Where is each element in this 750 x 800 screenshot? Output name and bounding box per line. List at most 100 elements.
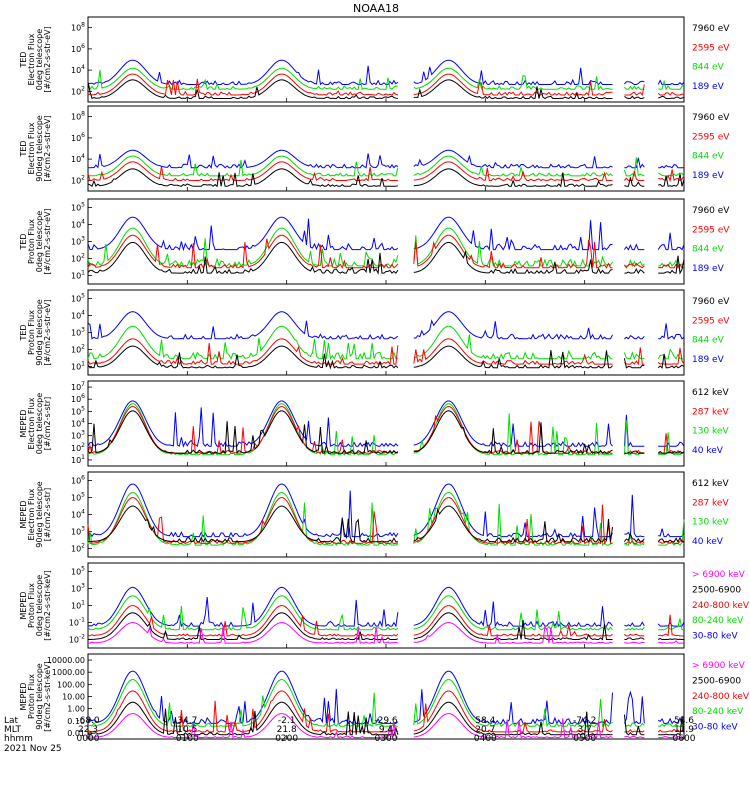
series-line: [87, 345, 685, 370]
legend-entry: > 6900 keV: [692, 661, 746, 671]
y-tick-label: 101: [71, 600, 85, 611]
series-line: [87, 410, 685, 455]
y-tick-label: 101: [71, 454, 85, 465]
series-line: [87, 497, 685, 545]
y-axis-label: TEDElectron Flux90deg telescope[#/cm2-s-…: [19, 115, 52, 182]
footer-label-hhmm: hhmm: [4, 734, 33, 744]
y-tick-label: 102: [71, 85, 85, 96]
footer-hhmm-value: 0500: [573, 734, 596, 744]
panel-2: 102 104 106 108 TEDElectron Flux90deg telesc…: [19, 105, 730, 192]
series-line: [87, 216, 685, 252]
y-tick-label: 104: [71, 509, 85, 520]
series-line: [87, 679, 685, 728]
series-line: [87, 161, 685, 183]
panel-8: 0.01 0.10 1.00 10.00 100.00 1000.00 10000.00ME…: [19, 653, 750, 740]
y-tick-label: 0.01: [67, 729, 85, 738]
legend-entry: 189 eV: [692, 355, 725, 365]
legend-entry: 612 keV: [692, 388, 729, 398]
series-line: [87, 234, 684, 269]
legend-entry: 2500-6900: [692, 585, 741, 595]
series-line: [87, 67, 685, 91]
footer-lat-value: -29.6: [374, 716, 398, 726]
y-tick-label: 102: [71, 253, 85, 264]
legend-entry: 2595 eV: [692, 316, 730, 326]
legend-entry: 844 eV: [692, 336, 725, 346]
y-tick-label: 1000.00: [52, 668, 85, 677]
footer-hhmm-value: 0100: [176, 734, 199, 744]
panel-4: 101 102 103 104 105 TEDProton Flux90deg teles…: [19, 289, 730, 376]
footer-hhmm-value: 0300: [375, 734, 398, 744]
y-tick-label: 105: [71, 405, 85, 416]
footer-mlt-value: 11.9: [674, 725, 694, 735]
panel-3: 101 102 103 104 105 TEDProton Flux0deg telesc…: [19, 198, 730, 285]
footer-date: 2021 Nov 25: [4, 744, 62, 754]
legend-entry: 189 eV: [692, 264, 725, 274]
legend-entry: 30-80 keV: [692, 723, 738, 733]
legend-entry: 2595 eV: [692, 225, 730, 235]
footer-label-lat: Lat: [4, 716, 19, 726]
series-line: [87, 406, 685, 455]
footer-lat-value: -74.2: [573, 716, 596, 726]
legend-entry: 844 eV: [692, 63, 725, 73]
series-line: [87, 311, 685, 340]
legend-entry: 287 keV: [692, 498, 729, 508]
series-line: [87, 622, 685, 644]
y-tick-label: 108: [71, 22, 85, 33]
series-line: [88, 505, 684, 544]
panel-6: 102 103 104 105 106 MEPEDElectron Flux90deg t…: [19, 471, 729, 558]
legend-entry: 130 keV: [692, 427, 729, 437]
series-line: [87, 586, 685, 629]
y-tick-label: 106: [71, 393, 85, 404]
y-tick-label: 103: [71, 526, 85, 537]
footer-lat-value: -68.0: [76, 716, 100, 726]
y-tick-label: 105: [71, 492, 85, 503]
legend-entry: 80-240 keV: [692, 707, 744, 717]
y-tick-label: 101: [71, 361, 85, 372]
series-line: [87, 325, 684, 361]
footer-mlt-value: 22.3: [78, 725, 98, 735]
y-tick-label: 1.00: [67, 705, 85, 714]
panel-frame: [87, 289, 685, 376]
y-axis-label: MEPEDElectron Flux90deg telescope[#/cm2-…: [19, 481, 52, 548]
series-line: [87, 400, 685, 448]
footer-hhmm-value: 0200: [275, 734, 298, 744]
y-tick-label: 103: [71, 430, 85, 441]
series-line: [87, 73, 685, 97]
panels: 102 104 106 108 TEDElectron Flux0deg telesco…: [19, 16, 750, 740]
y-tick-label: 104: [71, 418, 85, 429]
y-axis-label: MEPEDProton Flux0deg telescope[#/cm2-s-s…: [19, 570, 52, 641]
y-tick-label: 107: [71, 381, 85, 392]
legend-entry: 7960 eV: [692, 297, 730, 307]
legend-entry: 240-800 keV: [692, 601, 750, 611]
footer-mlt-value: 10.5: [177, 725, 197, 735]
y-tick-label: 100.00: [57, 680, 85, 689]
y-tick-label: 102: [71, 174, 85, 185]
legend-entry: 240-800 keV: [692, 692, 750, 702]
legend-entry: 844 eV: [692, 245, 725, 255]
y-tick-label: 101: [71, 270, 85, 281]
y-tick-label: 10.00: [62, 693, 85, 702]
y-tick-label: 102: [71, 543, 85, 554]
footer-mlt-value: 9.4: [379, 725, 394, 735]
footer-hhmm-value: 0600: [673, 734, 696, 744]
series-line: [88, 155, 685, 178]
series-line: [87, 168, 685, 188]
footer-mlt-value: 21.8: [277, 725, 297, 735]
legend-entry: 80-240 keV: [692, 616, 744, 626]
y-tick-label: 104: [71, 64, 85, 75]
y-axis-label: TEDElectron Flux0deg telescope[#/cm2-s-s…: [19, 26, 52, 92]
legend-entry: 287 keV: [692, 407, 729, 417]
series-line: [87, 59, 685, 86]
series-line: [87, 595, 684, 632]
legend-entry: > 6900 keV: [692, 570, 746, 580]
y-tick-label: 108: [71, 111, 85, 122]
y-tick-label: 0.10: [67, 717, 85, 726]
legend-entry: 130 keV: [692, 518, 729, 528]
series-line: [87, 701, 685, 736]
legend-entry: 189 eV: [692, 82, 725, 92]
footer-lat-value: -2.1: [278, 716, 296, 726]
y-axis-label: MEPEDProton Flux90deg telescope[#/cm2-s-…: [19, 661, 52, 732]
y-tick-label: 103: [71, 583, 85, 594]
